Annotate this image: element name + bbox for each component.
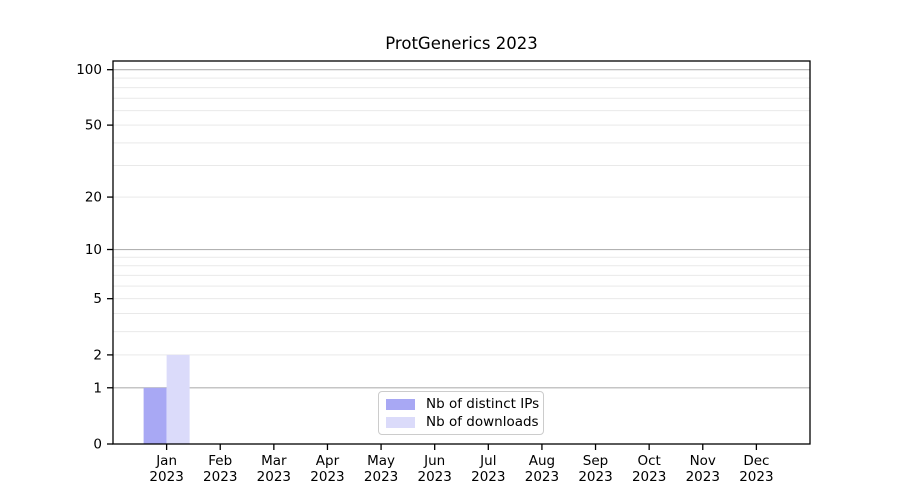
legend: Nb of distinct IPs Nb of downloads [378, 391, 544, 435]
x-tick-label-month: Jun [423, 453, 445, 469]
y-tick-label: 5 [93, 291, 102, 307]
x-tick-label-year: 2023 [418, 469, 452, 485]
x-tick-label-year: 2023 [578, 469, 612, 485]
plot-spines [112, 60, 811, 445]
y-tick-label: 10 [85, 242, 102, 258]
x-tick-label-month: Mar [261, 453, 287, 469]
legend-label-downloads: Nb of downloads [426, 414, 539, 430]
x-tick-label-month: Sep [583, 453, 608, 469]
x-tick-label-month: Feb [208, 453, 232, 469]
x-tick-label-month: Nov [690, 453, 716, 469]
y-tick-label: 20 [85, 190, 102, 206]
y-tick-label: 50 [85, 118, 102, 134]
x-tick-label-month: Aug [529, 453, 555, 469]
chart-title: ProtGenerics 2023 [385, 34, 538, 53]
x-tick-label-year: 2023 [471, 469, 505, 485]
legend-swatch-downloads [386, 416, 415, 428]
x-tick-label-month: May [367, 453, 395, 469]
y-tick-label: 2 [93, 347, 102, 363]
x-tick-label-month: Apr [316, 453, 340, 469]
x-tick-label-month: Jan [155, 453, 177, 469]
legend-item-downloads: Nb of downloads [386, 415, 539, 429]
x-tick-label-year: 2023 [364, 469, 398, 485]
x-tick-label-month: Oct [637, 453, 660, 469]
x-tick-label-year: 2023 [310, 469, 344, 485]
x-tick-label-year: 2023 [203, 469, 237, 485]
y-tick-label: 1 [93, 380, 102, 396]
x-tick-label-year: 2023 [632, 469, 666, 485]
legend-item-distinct-ips: Nb of distinct IPs [386, 397, 539, 411]
legend-label-distinct-ips: Nb of distinct IPs [426, 396, 540, 412]
y-tick-label: 0 [93, 437, 102, 453]
bar-jan-series0 [143, 387, 167, 444]
x-tick-label-year: 2023 [257, 469, 291, 485]
x-tick-label-year: 2023 [149, 469, 183, 485]
x-tick-label-year: 2023 [686, 469, 720, 485]
x-tick-label-year: 2023 [525, 469, 559, 485]
x-tick-label-year: 2023 [739, 469, 773, 485]
bar-jan-series1 [166, 354, 190, 444]
x-tick-label-month: Jul [479, 453, 496, 469]
legend-swatch-distinct-ips [386, 398, 415, 410]
y-tick-label: 100 [76, 62, 102, 78]
x-tick-label-month: Dec [743, 453, 769, 469]
